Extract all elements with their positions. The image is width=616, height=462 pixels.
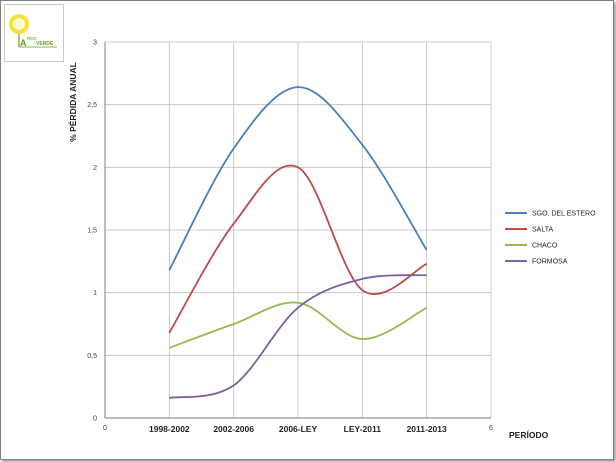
- legend-label: SGO. DEL ESTERO: [532, 211, 596, 218]
- series-line: [169, 274, 427, 399]
- category-label: 2002-2006: [213, 424, 254, 434]
- y-tick-label: 2: [93, 165, 97, 172]
- y-tick-label: 0: [93, 416, 97, 423]
- y-tick-label: 1: [93, 290, 97, 297]
- logo: A RED VERDE: [4, 4, 64, 62]
- category-label: 2006-LEY: [279, 424, 318, 434]
- logo-graphic: A RED VERDE: [9, 14, 57, 48]
- x-tick-label: 0: [103, 425, 107, 432]
- logo-main-text: VERDE: [36, 41, 54, 47]
- x-axis-label: PERÍODO: [509, 430, 549, 440]
- category-label: LEY-2011: [344, 424, 382, 434]
- category-label: 2011-2013: [407, 424, 447, 434]
- category-label: 1998-2002: [149, 424, 190, 434]
- y-tick-label: 1,5: [87, 228, 97, 235]
- legend-label: FORMOSA: [532, 259, 568, 266]
- series-lines: [168, 86, 428, 399]
- y-tick-label: 3: [93, 40, 97, 47]
- legend-label: CHACO: [532, 243, 558, 250]
- legend-label: SALTA: [532, 227, 553, 234]
- x-tick-label: 6: [489, 425, 493, 432]
- legend: SGO. DEL ESTERO SALTA CHACO FORMOSA: [505, 211, 596, 266]
- y-tick-label: 2,5: [87, 102, 97, 109]
- tick-labels: 0 0,5 1 1,5 2 2,5 3 0 6 1998-2002 2002-2006 2006-LE…: [87, 40, 493, 435]
- y-tick-label: 0,5: [87, 353, 97, 360]
- logo-sun-core: [13, 18, 25, 30]
- axes: [104, 42, 491, 419]
- logo-letter: A: [20, 38, 27, 48]
- grid-lines: [105, 41, 492, 418]
- series-line: [168, 164, 428, 334]
- logo-small-text: RED: [27, 36, 37, 41]
- series-line: [168, 86, 428, 271]
- y-axis-label: % PÉRDIDA ANUAL: [68, 62, 78, 142]
- series-line: [169, 301, 428, 349]
